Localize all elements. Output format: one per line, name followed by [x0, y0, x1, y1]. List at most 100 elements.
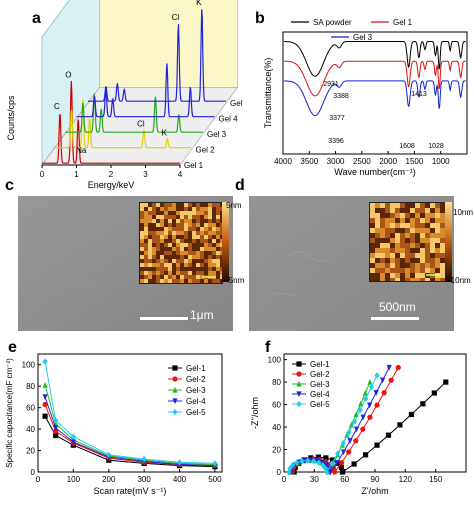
afm-pixel	[405, 228, 410, 233]
afm-pixel	[375, 268, 380, 273]
afm-pixel	[148, 243, 152, 247]
x-tick-label: 2	[109, 170, 114, 179]
afm-pixel	[140, 275, 144, 279]
afm-pixel	[144, 259, 148, 263]
afm-pixel	[176, 247, 180, 251]
afm-pixel	[156, 223, 160, 227]
data-point-gel-4	[373, 390, 379, 396]
afm-pixel	[430, 248, 435, 253]
afm-pixel	[148, 251, 152, 255]
data-point-gel-4	[353, 426, 360, 433]
data-point-gel-5	[351, 418, 358, 425]
afm-pixel	[435, 228, 440, 233]
afm-pixel	[192, 223, 196, 227]
plot-frame	[282, 31, 468, 155]
series-line-gel-2	[53, 99, 192, 149]
afm-pixel	[440, 228, 445, 233]
legend-label: SA powder	[313, 18, 352, 27]
afm-pixel	[148, 203, 152, 207]
data-point-gel-3	[367, 378, 373, 385]
data-point-gel-4	[380, 377, 386, 384]
y-tick-label: 100	[268, 356, 282, 365]
data-point-gel-2	[331, 469, 338, 475]
afm-pixel	[410, 268, 415, 273]
afm-pixel	[216, 271, 220, 275]
afm-pixel	[415, 218, 420, 223]
afm-pixel	[196, 231, 200, 235]
afm-pixel	[184, 211, 188, 215]
x-tick-label: 1	[74, 170, 79, 179]
afm-pixel	[164, 207, 168, 211]
afm-pixel	[184, 223, 188, 227]
afm-pixel	[188, 271, 192, 275]
afm-pixel	[375, 233, 380, 238]
afm-pixel	[148, 215, 152, 219]
x-tick-label: 3500	[300, 157, 318, 166]
afm-pixel	[144, 207, 148, 211]
chart-f-nyquist: 0 30 60 90 120 150 0 20 40 60 80 100 Z'/ohm -Z''/ohm G…	[250, 353, 467, 496]
afm-inset-c	[139, 202, 224, 284]
afm-pixel	[370, 238, 375, 243]
x-tick-label: 60	[340, 475, 349, 484]
afm-pixel	[405, 233, 410, 238]
afm-pixel	[164, 263, 168, 267]
afm-pixel	[208, 263, 212, 267]
afm-pixel	[192, 219, 196, 223]
afm-pixel	[400, 238, 405, 243]
x-axis-label: Scan rate(mV s⁻¹)	[94, 486, 167, 496]
afm-pixel	[208, 207, 212, 211]
afm-pixel	[204, 263, 208, 267]
afm-pixel	[168, 231, 172, 235]
afm-pixel	[160, 223, 164, 227]
afm-pixel	[390, 268, 395, 273]
afm-pixel	[176, 271, 180, 275]
afm-pixel	[188, 267, 192, 271]
afm-pixel	[152, 231, 156, 235]
afm-pixel	[196, 255, 200, 259]
afm-pixel	[168, 279, 172, 283]
afm-pixel	[140, 231, 144, 235]
afm-pixel	[415, 213, 420, 218]
y-tick-label: 80	[26, 382, 35, 391]
afm-pixel	[395, 278, 400, 283]
afm-pixel	[160, 207, 164, 211]
data-point-gel-1	[323, 455, 329, 461]
afm-pixel	[435, 248, 440, 253]
afm-pixel	[172, 263, 176, 267]
y-tick-label: 100	[22, 361, 36, 370]
afm-pixel	[192, 255, 196, 259]
scale-bar-d	[371, 317, 419, 320]
afm-pixel	[390, 243, 395, 248]
afm-pixel	[168, 215, 172, 219]
series-line-gel-1	[42, 80, 180, 164]
afm-pixel	[208, 239, 212, 243]
afm-pixel	[212, 223, 216, 227]
afm-pixel	[156, 227, 160, 231]
afm-pixel	[152, 251, 156, 255]
afm-pixel	[212, 227, 216, 231]
afm-pixel	[400, 263, 405, 268]
afm-pixel	[435, 258, 440, 263]
afm-pixel	[176, 215, 180, 219]
afm-pixel	[380, 263, 385, 268]
afm-pixel	[216, 223, 220, 227]
afm-pixel	[385, 268, 390, 273]
afm-pixel	[380, 238, 385, 243]
afm-pixel	[415, 248, 420, 253]
afm-pixel	[425, 218, 430, 223]
scale-bar-label-d: 500nm	[379, 300, 416, 314]
afm-pixel	[192, 207, 196, 211]
afm-pixel	[375, 208, 380, 213]
afm-pixel	[212, 255, 216, 259]
afm-pixel	[405, 243, 410, 248]
y-axis-label: Specific capacitance(mF cm⁻²)	[5, 358, 14, 468]
afm-pixel	[156, 219, 160, 223]
legend-label: Gel-3	[310, 380, 330, 389]
afm-pixel	[152, 255, 156, 259]
afm-pixel	[435, 208, 440, 213]
afm-pixel	[156, 211, 160, 215]
data-point-gel-4	[327, 469, 334, 476]
afm-pixel	[184, 219, 188, 223]
afm-pixel	[370, 203, 375, 208]
afm-pixel	[385, 238, 390, 243]
